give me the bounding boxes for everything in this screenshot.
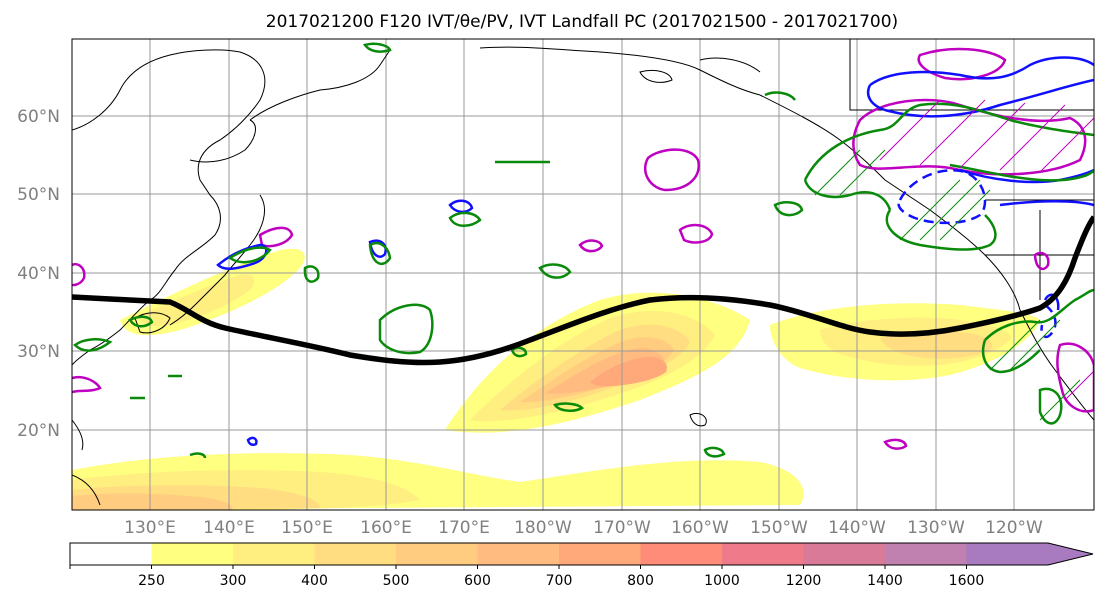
colorbar-segment [233, 543, 315, 565]
colorbar-tick-label: 500 [383, 573, 410, 589]
map-area [71, 38, 1095, 511]
lon-label: 140°W [828, 518, 886, 538]
colorbar-tick-label: 1000 [704, 573, 740, 589]
colorbar-tick-label: 250 [138, 573, 165, 589]
latitude-labels: 60°N 50°N 40°N 30°N 20°N [17, 107, 60, 441]
lon-label: 150°W [750, 518, 808, 538]
colorbar-tick-label: 1400 [867, 573, 903, 589]
map-frame [71, 38, 1095, 511]
colorbar-segment [803, 543, 886, 565]
lon-label: 160°W [671, 518, 729, 538]
ivt-shading [72, 248, 1040, 510]
colorbar-segment [314, 543, 397, 565]
colorbar: 250 300 400 500 600 700 800 1000 1200 1400 1600 [69, 542, 1094, 589]
pv-contours-blue-dashed [897, 169, 1057, 339]
theta-e-contours-green [73, 42, 1094, 459]
colorbar-segment [640, 543, 723, 565]
colorbar-tick-label: 300 [220, 573, 247, 589]
colorbar-extend-arrow [966, 543, 1093, 565]
lon-label: 130°E [124, 518, 176, 538]
colorbar-tick-label: 700 [546, 573, 573, 589]
colorbar-segment [885, 543, 967, 565]
colorbar-segment [722, 543, 804, 565]
lon-label: 170°E [438, 518, 490, 538]
colorbar-tick-label: 600 [464, 573, 491, 589]
lon-label: 170°W [593, 518, 651, 538]
lon-label: 180°W [514, 518, 572, 538]
lon-label: 160°E [360, 518, 412, 538]
landfall-hatch [814, 99, 1094, 421]
longitude-labels: 130°E 140°E 150°E 160°E 170°E 180°W 170°… [124, 518, 1043, 538]
pc-landfall-line [72, 215, 1094, 366]
lat-label: 60°N [17, 107, 60, 127]
colorbar-segment [559, 543, 641, 565]
lon-label: 150°E [281, 518, 333, 538]
colorbar-tick-label: 1200 [786, 573, 822, 589]
lon-label: 140°E [203, 518, 255, 538]
lat-label: 50°N [17, 185, 60, 205]
colorbar-segment [151, 543, 234, 565]
coastlines [72, 39, 1094, 506]
colorbar-outline [69, 542, 1094, 566]
colorbar-tick-label: 800 [627, 573, 654, 589]
lat-label: 20°N [17, 421, 60, 441]
colorbar-segment [70, 543, 152, 565]
colorbar-tick-label: 400 [301, 573, 328, 589]
lat-label: 30°N [17, 342, 60, 362]
lon-label: 120°W [985, 518, 1043, 538]
graticule [72, 39, 1094, 510]
lat-label: 40°N [17, 264, 60, 284]
lon-label: 130°W [907, 518, 965, 538]
colorbar-segment [396, 543, 478, 565]
map-title: 2017021200 F120 IVT/θe/PV, IVT Landfall … [266, 12, 898, 32]
colorbar-segment [477, 543, 560, 565]
colorbar-tick-label: 1600 [949, 573, 985, 589]
